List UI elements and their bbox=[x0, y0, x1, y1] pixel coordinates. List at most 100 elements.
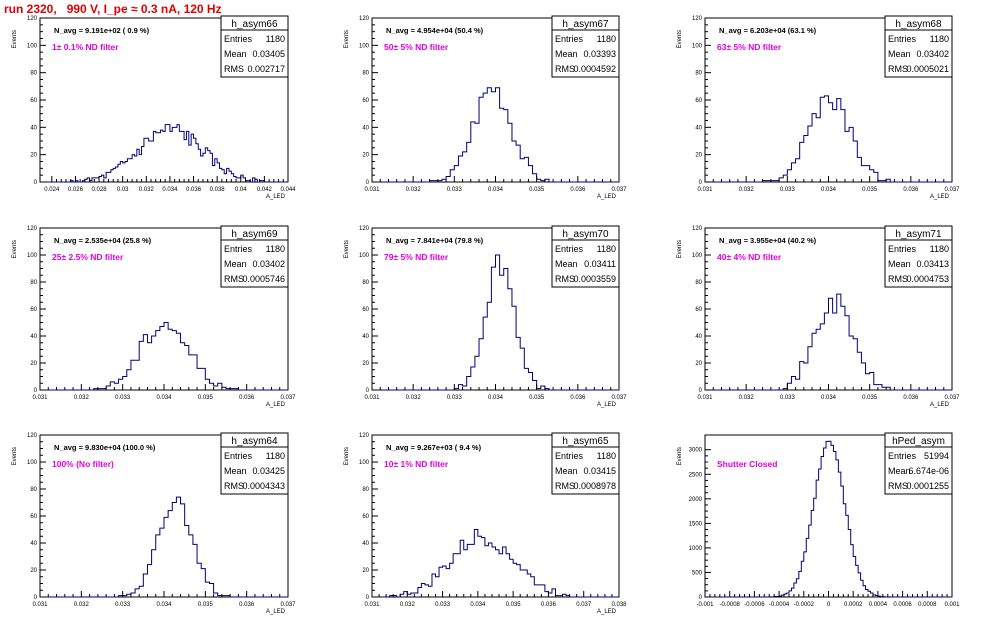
stats-value: 1180 bbox=[930, 244, 949, 254]
y-axis-label: Events bbox=[344, 447, 350, 465]
x-tick-label: 0.033 bbox=[115, 395, 131, 401]
x-tick-label: -0.0004 bbox=[769, 602, 790, 608]
stats-key: Mean bbox=[888, 49, 911, 59]
stats-value: 6.674e-06 bbox=[908, 466, 949, 476]
y-tick-label: 40 bbox=[362, 541, 369, 547]
y-tick-label: 2000 bbox=[689, 497, 703, 503]
y-tick-label: 40 bbox=[695, 334, 702, 340]
x-tick-label: 0.035 bbox=[506, 602, 522, 608]
y-tick-label: 80 bbox=[695, 280, 702, 286]
x-axis-label: A_LED bbox=[930, 402, 950, 408]
y-tick-label: 1000 bbox=[689, 546, 703, 552]
stats-key: RMS bbox=[888, 274, 908, 284]
stats-value: 1180 bbox=[266, 244, 285, 254]
stats-value: 0.03411 bbox=[584, 259, 616, 269]
y-tick-label: 80 bbox=[30, 71, 37, 77]
stats-key: Entries bbox=[224, 34, 253, 44]
y-tick-label: 120 bbox=[27, 226, 38, 232]
stats-key: Entries bbox=[224, 451, 253, 461]
x-tick-label: 0.034 bbox=[488, 187, 504, 193]
y-tick-label: 80 bbox=[362, 71, 369, 77]
y-tick-label: 1500 bbox=[689, 521, 703, 527]
filter-label: 79± 5% ND filter bbox=[384, 252, 449, 262]
filter-label: 100% (No filter) bbox=[52, 459, 114, 469]
stats-key: Entries bbox=[888, 34, 917, 44]
stats-value: 1180 bbox=[266, 34, 285, 44]
stats-title: h_asym66 bbox=[231, 19, 278, 30]
stats-key: Mean bbox=[555, 259, 578, 269]
stats-box bbox=[551, 225, 620, 288]
y-tick-label: 40 bbox=[30, 541, 37, 547]
filter-label: 40± 4% ND filter bbox=[717, 252, 782, 262]
navg-annotation: N_avg = 9.191e+02 ( 0.9 %) bbox=[54, 26, 150, 35]
stats-title: h_asym69 bbox=[231, 229, 278, 240]
x-axis-label: A_LED bbox=[266, 609, 286, 615]
navg-annotation: N_avg = 2.535e+04 (25.8 %) bbox=[54, 236, 152, 245]
stats-key: Mean bbox=[555, 466, 578, 476]
x-tick-label: 0.035 bbox=[529, 395, 545, 401]
x-tick-label: 0.036 bbox=[239, 395, 255, 401]
x-tick-label: 0.034 bbox=[821, 395, 837, 401]
x-tick-label: 0.035 bbox=[198, 602, 214, 608]
stats-box bbox=[884, 15, 953, 78]
x-tick-label: 0.037 bbox=[280, 602, 296, 608]
x-tick-label: 0.034 bbox=[156, 395, 172, 401]
stats-title: h_asym71 bbox=[895, 229, 942, 240]
stats-value: 0.03402 bbox=[252, 259, 285, 269]
x-tick-label: 0.033 bbox=[780, 395, 796, 401]
stats-title: h_asym70 bbox=[562, 229, 609, 240]
x-tick-label: 0.038 bbox=[611, 602, 627, 608]
stats-box bbox=[551, 432, 620, 495]
stats-box bbox=[220, 15, 289, 78]
page-title: run 2320, 990 V, I_pe ≈ 0.3 nA, 120 Hz bbox=[4, 2, 222, 16]
y-tick-label: 60 bbox=[695, 307, 702, 313]
x-axis-label: A_LED bbox=[930, 194, 950, 200]
stats-box bbox=[884, 225, 953, 288]
x-tick-label: 0.034 bbox=[821, 187, 837, 193]
y-tick-label: 20 bbox=[30, 568, 37, 574]
x-tick-label: 0.032 bbox=[400, 602, 416, 608]
x-tick-label: 0.037 bbox=[611, 187, 627, 193]
y-tick-label: 100 bbox=[27, 460, 38, 466]
stats-box bbox=[220, 225, 289, 288]
y-tick-label: 0 bbox=[366, 180, 370, 186]
stats-value: 1180 bbox=[597, 34, 616, 44]
y-tick-label: 40 bbox=[362, 334, 369, 340]
stats-title: h_asym67 bbox=[562, 19, 609, 30]
y-tick-label: 120 bbox=[692, 16, 703, 22]
x-tick-label: 0.033 bbox=[447, 395, 463, 401]
y-tick-label: 60 bbox=[362, 307, 369, 313]
x-tick-label: -0.0006 bbox=[744, 602, 765, 608]
filter-label: 10± 1% ND filter bbox=[384, 459, 449, 469]
stats-key: Mean bbox=[888, 259, 911, 269]
stats-key: RMS bbox=[224, 274, 244, 284]
y-tick-label: 60 bbox=[695, 98, 702, 104]
y-axis-label: Events bbox=[677, 30, 683, 48]
navg-annotation: N_avg = 9.267e+03 ( 9.4 %) bbox=[386, 443, 482, 452]
x-tick-label: 0 bbox=[827, 602, 831, 608]
stats-key: RMS bbox=[224, 64, 244, 74]
stats-value: 1180 bbox=[930, 34, 949, 44]
y-tick-label: 120 bbox=[27, 16, 38, 22]
x-tick-label: 0.033 bbox=[115, 602, 131, 608]
y-tick-label: 100 bbox=[692, 43, 703, 49]
x-tick-label: 0.032 bbox=[74, 395, 90, 401]
stats-value: 0.03393 bbox=[583, 49, 616, 59]
y-axis-label: Events bbox=[12, 30, 18, 48]
x-tick-label: 0.036 bbox=[903, 395, 919, 401]
stats-value: 1180 bbox=[597, 244, 616, 254]
stats-value: 0.03402 bbox=[916, 49, 949, 59]
y-tick-label: 100 bbox=[692, 253, 703, 259]
x-tick-label: 0.031 bbox=[364, 602, 380, 608]
y-tick-label: 0 bbox=[34, 388, 38, 394]
y-tick-label: 20 bbox=[362, 568, 369, 574]
y-tick-label: 100 bbox=[359, 43, 370, 49]
y-tick-label: 60 bbox=[30, 307, 37, 313]
y-tick-label: 60 bbox=[30, 98, 37, 104]
stats-value: 0.0004753 bbox=[906, 274, 949, 284]
x-tick-label: -0.0008 bbox=[720, 602, 741, 608]
y-axis-label: Events bbox=[344, 30, 350, 48]
y-tick-label: 120 bbox=[27, 433, 38, 439]
